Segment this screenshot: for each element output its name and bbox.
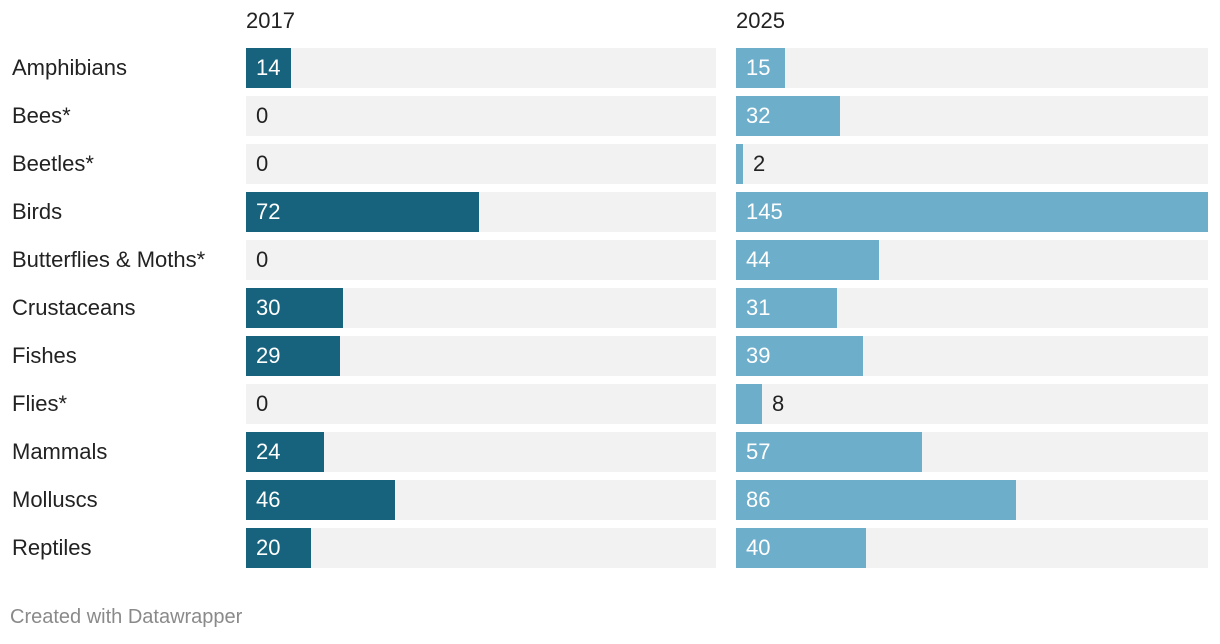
bar-track-2017-beetles — [246, 144, 716, 184]
category-label-amphibians: Amphibians — [12, 55, 127, 80]
bar-track-2017-flies — [246, 384, 716, 424]
bar-2025-bees — [736, 96, 840, 136]
category-label-birds: Birds — [12, 199, 63, 224]
bar-chart: 2017 2025 Amphibians 14 15 Bees* 0 32 Beetles*… — [12, 8, 1208, 568]
bar-2025-amphibians — [736, 48, 785, 88]
category-label-fishes: Fishes — [12, 343, 77, 368]
bar-2025-flies — [736, 384, 762, 424]
value-label-2017-butterflies-moths: 0 — [256, 247, 269, 272]
bar-2025-reptiles — [736, 528, 866, 568]
value-label-2017-bees: 0 — [256, 103, 269, 128]
value-label-2025-mammals: 57 — [746, 439, 771, 464]
category-label-butterflies-moths: Butterflies & Moths* — [12, 247, 206, 272]
value-label-2017-reptiles: 20 — [256, 535, 281, 560]
datawrapper-credit: Created with Datawrapper — [10, 606, 243, 628]
bar-track-2025-beetles — [736, 144, 1208, 184]
category-label-mammals: Mammals — [12, 439, 108, 464]
bar-2017-fishes — [246, 336, 340, 376]
bar-2025-birds — [736, 192, 1208, 232]
category-label-bees: Bees* — [12, 103, 71, 128]
bar-track-2025-amphibians — [736, 48, 1208, 88]
bar-track-2017-amphibians — [246, 48, 716, 88]
value-label-2017-flies: 0 — [256, 391, 269, 416]
value-label-2017-birds: 72 — [256, 199, 281, 224]
value-label-2017-molluscs: 46 — [256, 487, 281, 512]
value-label-2025-fishes: 39 — [746, 343, 771, 368]
bar-2025-beetles — [736, 144, 743, 184]
value-label-2025-birds: 145 — [746, 199, 783, 224]
category-label-beetles: Beetles* — [12, 151, 94, 176]
bar-2025-fishes — [736, 336, 863, 376]
value-label-2025-crustaceans: 31 — [746, 295, 771, 320]
value-label-2025-bees: 32 — [746, 103, 771, 128]
value-label-2017-fishes: 29 — [256, 343, 281, 368]
bar-track-2017-mammals — [246, 432, 716, 472]
bar-track-2017-butterflies-moths — [246, 240, 716, 280]
bar-2025-crustaceans — [736, 288, 837, 328]
bar-2017-mammals — [246, 432, 324, 472]
bar-2017-molluscs — [246, 480, 395, 520]
column-header-2017: 2017 — [246, 8, 295, 33]
value-label-2017-mammals: 24 — [256, 439, 281, 464]
bar-track-2025-flies — [736, 384, 1208, 424]
value-label-2017-amphibians: 14 — [256, 55, 281, 80]
value-label-2025-amphibians: 15 — [746, 55, 771, 80]
bar-2025-butterflies-moths — [736, 240, 879, 280]
value-label-2025-beetles: 2 — [753, 151, 766, 176]
value-label-2017-beetles: 0 — [256, 151, 269, 176]
value-label-2017-crustaceans: 30 — [256, 295, 281, 320]
value-label-2025-flies: 8 — [772, 391, 785, 416]
bar-track-2017-bees — [246, 96, 716, 136]
value-label-2025-butterflies-moths: 44 — [746, 247, 771, 272]
bar-2017-reptiles — [246, 528, 311, 568]
value-label-2025-molluscs: 86 — [746, 487, 771, 512]
column-header-2025: 2025 — [736, 8, 785, 33]
bar-2025-molluscs — [736, 480, 1016, 520]
bar-2017-crustaceans — [246, 288, 343, 328]
category-label-molluscs: Molluscs — [12, 487, 98, 512]
category-label-crustaceans: Crustaceans — [12, 295, 136, 320]
value-label-2025-reptiles: 40 — [746, 535, 771, 560]
category-label-flies: Flies* — [12, 391, 68, 416]
bar-2017-birds — [246, 192, 479, 232]
bar-2017-amphibians — [246, 48, 291, 88]
bar-2025-mammals — [736, 432, 922, 472]
category-label-reptiles: Reptiles — [12, 535, 92, 560]
bar-track-2017-reptiles — [246, 528, 716, 568]
